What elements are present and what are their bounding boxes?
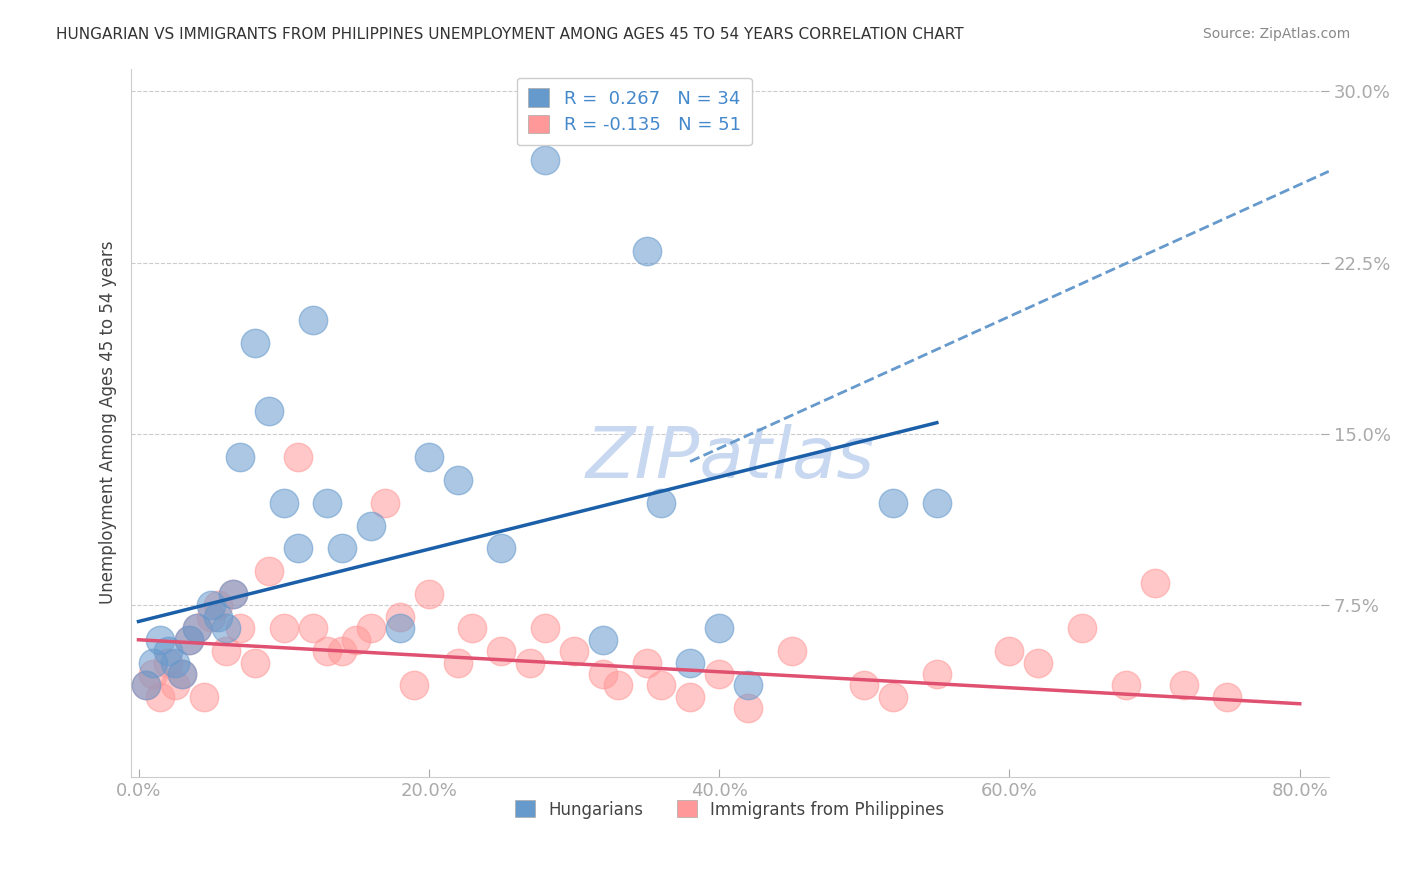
- Point: [360, 621, 382, 635]
- Point: [257, 404, 280, 418]
- Point: [1115, 678, 1137, 692]
- Point: [461, 621, 484, 635]
- Point: [388, 621, 411, 635]
- Point: [207, 599, 229, 613]
- Point: [287, 450, 309, 464]
- Point: [193, 690, 215, 704]
- Point: [316, 644, 339, 658]
- Point: [534, 153, 557, 167]
- Point: [156, 644, 179, 658]
- Point: [170, 667, 193, 681]
- Point: [447, 473, 470, 487]
- Point: [925, 496, 948, 510]
- Point: [135, 678, 157, 692]
- Point: [257, 564, 280, 578]
- Point: [737, 701, 759, 715]
- Point: [707, 621, 730, 635]
- Point: [149, 690, 172, 704]
- Point: [222, 587, 245, 601]
- Point: [998, 644, 1021, 658]
- Point: [360, 518, 382, 533]
- Point: [534, 621, 557, 635]
- Point: [316, 496, 339, 510]
- Legend: Hungarians, Immigrants from Philippines: Hungarians, Immigrants from Philippines: [509, 794, 952, 825]
- Point: [374, 496, 396, 510]
- Point: [737, 678, 759, 692]
- Point: [149, 632, 172, 647]
- Point: [1216, 690, 1239, 704]
- Point: [650, 496, 672, 510]
- Point: [853, 678, 876, 692]
- Point: [207, 610, 229, 624]
- Point: [330, 644, 353, 658]
- Point: [229, 621, 252, 635]
- Point: [606, 678, 628, 692]
- Point: [882, 690, 904, 704]
- Point: [650, 678, 672, 692]
- Point: [163, 678, 186, 692]
- Point: [447, 656, 470, 670]
- Point: [287, 541, 309, 556]
- Point: [179, 632, 201, 647]
- Point: [1173, 678, 1195, 692]
- Point: [163, 656, 186, 670]
- Point: [1028, 656, 1050, 670]
- Point: [273, 496, 295, 510]
- Point: [592, 667, 614, 681]
- Point: [142, 667, 165, 681]
- Point: [562, 644, 585, 658]
- Point: [273, 621, 295, 635]
- Point: [344, 632, 367, 647]
- Point: [301, 313, 323, 327]
- Point: [330, 541, 353, 556]
- Y-axis label: Unemployment Among Ages 45 to 54 years: Unemployment Among Ages 45 to 54 years: [100, 241, 117, 605]
- Point: [186, 621, 208, 635]
- Point: [491, 644, 513, 658]
- Point: [707, 667, 730, 681]
- Point: [135, 678, 157, 692]
- Point: [200, 610, 222, 624]
- Point: [170, 667, 193, 681]
- Point: [679, 656, 702, 670]
- Point: [491, 541, 513, 556]
- Point: [1143, 575, 1166, 590]
- Point: [243, 335, 266, 350]
- Point: [925, 667, 948, 681]
- Point: [882, 496, 904, 510]
- Point: [301, 621, 323, 635]
- Point: [404, 678, 426, 692]
- Point: [679, 690, 702, 704]
- Point: [214, 621, 236, 635]
- Point: [229, 450, 252, 464]
- Point: [142, 656, 165, 670]
- Text: HUNGARIAN VS IMMIGRANTS FROM PHILIPPINES UNEMPLOYMENT AMONG AGES 45 TO 54 YEARS : HUNGARIAN VS IMMIGRANTS FROM PHILIPPINES…: [56, 27, 965, 42]
- Point: [636, 244, 658, 259]
- Point: [418, 450, 440, 464]
- Point: [592, 632, 614, 647]
- Point: [780, 644, 803, 658]
- Point: [519, 656, 541, 670]
- Point: [179, 632, 201, 647]
- Point: [222, 587, 245, 601]
- Point: [214, 644, 236, 658]
- Point: [186, 621, 208, 635]
- Point: [418, 587, 440, 601]
- Point: [200, 599, 222, 613]
- Point: [388, 610, 411, 624]
- Text: Source: ZipAtlas.com: Source: ZipAtlas.com: [1202, 27, 1350, 41]
- Point: [636, 656, 658, 670]
- Text: ZIPatlas: ZIPatlas: [585, 424, 875, 492]
- Point: [243, 656, 266, 670]
- Point: [156, 656, 179, 670]
- Point: [1071, 621, 1094, 635]
